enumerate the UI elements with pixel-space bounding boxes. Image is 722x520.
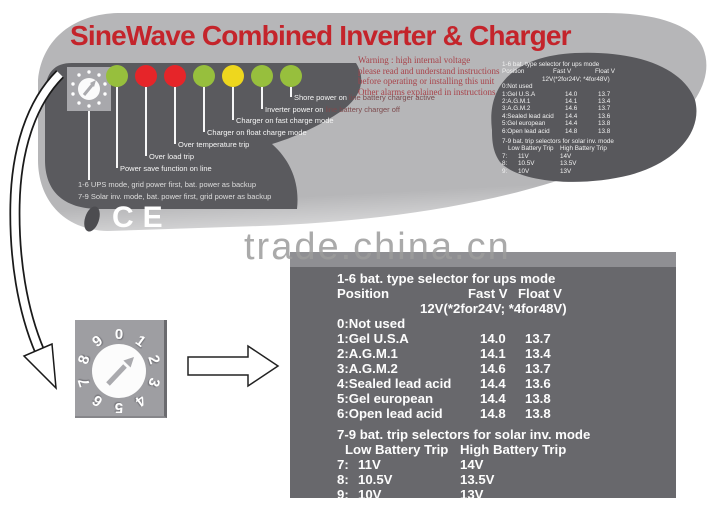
mini-row: 0:Not used [502, 83, 533, 91]
table-row: 3:A.G.M.2 14.6 13.7 [337, 361, 551, 376]
stem-line [261, 87, 263, 109]
warning-line: Other alarms explained in instructions [358, 86, 496, 97]
mini-row: 3:A.G.M.2 14.6 13.7 [502, 105, 611, 113]
stem-line [290, 87, 292, 97]
table-row: 6:Open lead acid 14.8 13.8 [337, 406, 551, 421]
led-panel-shape [45, 63, 362, 209]
mini-trip-row: 9: 10V 13V [502, 167, 572, 175]
led-label: Over temperature trip [178, 140, 250, 149]
led-label: Inverter power on line battery charger o… [265, 105, 400, 114]
mini-trip-row: 7: 11V 14V [502, 152, 572, 160]
ce-mark: CE [112, 201, 172, 228]
mode-note-solar: 7-9 Solar inv. mode, bat. power first, g… [78, 192, 272, 201]
mini-row: 1:Gel U.S.A 14.0 13.7 [502, 90, 611, 98]
mini-trip-row: 8: 10.5V 13.5V [502, 160, 577, 168]
mini-spec-table: 1-6 bat. type selector for ups mode Posi… [502, 61, 652, 175]
table-row: 2:A.G.M.1 14.1 13.4 [337, 346, 551, 361]
mini-voltage-note: 12V(*2for24V; *4for48V) [542, 75, 610, 83]
warning-text: Warning : high internal voltage please r… [358, 55, 499, 97]
warning-line: Warning : high internal voltage [358, 55, 471, 65]
mini-ups-header: 1-6 bat. type selector for ups mode [502, 61, 600, 68]
panel-highlight [41, 177, 658, 249]
stem-line [116, 87, 118, 168]
watermark: trade.china.cn [244, 226, 511, 268]
trip-row: 7: 11V 14V [337, 457, 484, 472]
stem-line [145, 87, 147, 156]
mode-note-ups: 1-6 UPS mode, grid power first, bat. pow… [78, 180, 257, 189]
table-row: 1:Gel U.S.A 14.0 13.7 [337, 331, 551, 346]
warning-line: please read and understand instructions [358, 65, 500, 76]
spec-oval-shape [491, 52, 697, 182]
stem-line [232, 87, 234, 120]
led-inverter [251, 65, 273, 87]
stem-line [203, 87, 205, 132]
voltage-note: 12V(*2for24V; *4for48V) [420, 301, 567, 316]
led-power-save [106, 65, 128, 87]
mini-col-header: Position Fast V Float V [502, 68, 615, 76]
led-label: Over load trip [149, 152, 195, 161]
stem-line [88, 111, 90, 180]
selector-table: 1-6 bat. type selector for ups mode Posi… [290, 252, 676, 502]
dial-pointer-icon [106, 357, 134, 386]
ups-header: 1-6 bat. type selector for ups mode [337, 271, 556, 286]
table-row: 0:Not used [337, 316, 406, 331]
led-label: Charger on float charge mode [207, 128, 307, 137]
led-label: Power save function on line [120, 164, 212, 173]
trip-row: 8: 10.5V 13.5V [337, 472, 495, 487]
table-row: 4:Sealed lead acid 14.4 13.6 [337, 376, 551, 391]
led-fast-charge [222, 65, 244, 87]
mini-trip-col-header: Low Battery Trip High Battery Trip [508, 145, 607, 153]
product-title: SineWave Combined Inverter & Charger [70, 20, 572, 51]
rotary-selector-dial: 0 1 2 3 4 5 6 7 8 9 [75, 320, 167, 418]
led-shore [280, 65, 302, 87]
led-float-charge [193, 65, 215, 87]
trip-row: 9: 10V 13V [337, 487, 484, 502]
led-overtemp [164, 65, 186, 87]
trip-col-header: Low Battery Trip High Battery Trip [345, 442, 567, 457]
table-row: 5:Gel european 14.4 13.8 [337, 391, 551, 406]
mini-row: 6:Open lead acid 14.8 13.8 [502, 127, 611, 135]
led-label: Charger on fast charge mode [236, 116, 334, 125]
warning-line: before operating or installing this unit [358, 76, 495, 86]
solar-header: 7-9 bat. trip selectors for solar inv. m… [337, 427, 591, 442]
mini-row: 5:Gel european 14.4 13.8 [502, 120, 611, 128]
dial-number: 0 [114, 326, 124, 343]
stem-line [174, 87, 176, 144]
mini-row: 2:A.G.M.1 14.1 13.4 [502, 98, 611, 106]
mini-dial-icon [67, 67, 111, 111]
mini-row: 4:Sealed lead acid 14.4 13.6 [502, 112, 611, 120]
col-header: Position Fast V Float V [337, 286, 562, 301]
selector-table-content: 1-6 bat. type selector for ups mode Posi… [290, 267, 676, 502]
led-overload [135, 65, 157, 87]
right-arrow [187, 344, 280, 388]
led-label: Shore power on line battery charger acti… [294, 93, 435, 102]
logo-fragment [84, 206, 100, 232]
curved-arrow [9, 70, 64, 390]
mini-solar-header: 7-9 bat. trip selectors for solar inv. m… [502, 138, 614, 146]
